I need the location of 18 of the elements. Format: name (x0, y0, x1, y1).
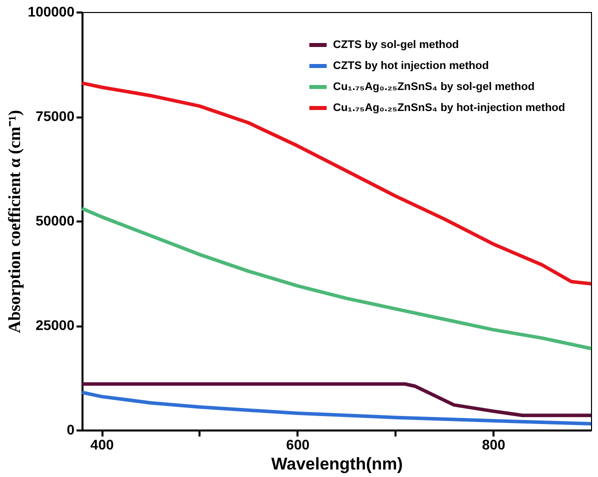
y-tick-label: 100000 (28, 4, 75, 20)
y-tick-label: 0 (66, 422, 75, 438)
legend-label: Cu₁.₇₅Ag₀.₂₅ZnSnS₄ by hot-injection method (333, 102, 566, 114)
x-tick-label: 800 (482, 436, 506, 452)
line-series (80, 81, 593, 286)
y-tick-label: 25000 (36, 317, 75, 333)
line-series (80, 382, 593, 418)
legend-label: CZTS by sol-gel method (333, 39, 459, 51)
legend-label: CZTS by hot injection method (333, 60, 489, 72)
legend-label: Cu₁.₇₅Ag₀.₂₅ZnSnS₄ by sol-gel method (333, 81, 535, 93)
y-axis-title: Absorption coefficient α (cm⁻¹) (4, 110, 24, 334)
x-tick-label: 600 (286, 436, 310, 452)
x-axis-title: Wavelength(nm) (271, 454, 403, 474)
y-tick-label: 50000 (36, 212, 75, 228)
line-series (80, 390, 593, 426)
line-series (80, 206, 593, 350)
y-tick-label: 75000 (36, 108, 75, 124)
x-tick-label: 400 (90, 436, 114, 452)
